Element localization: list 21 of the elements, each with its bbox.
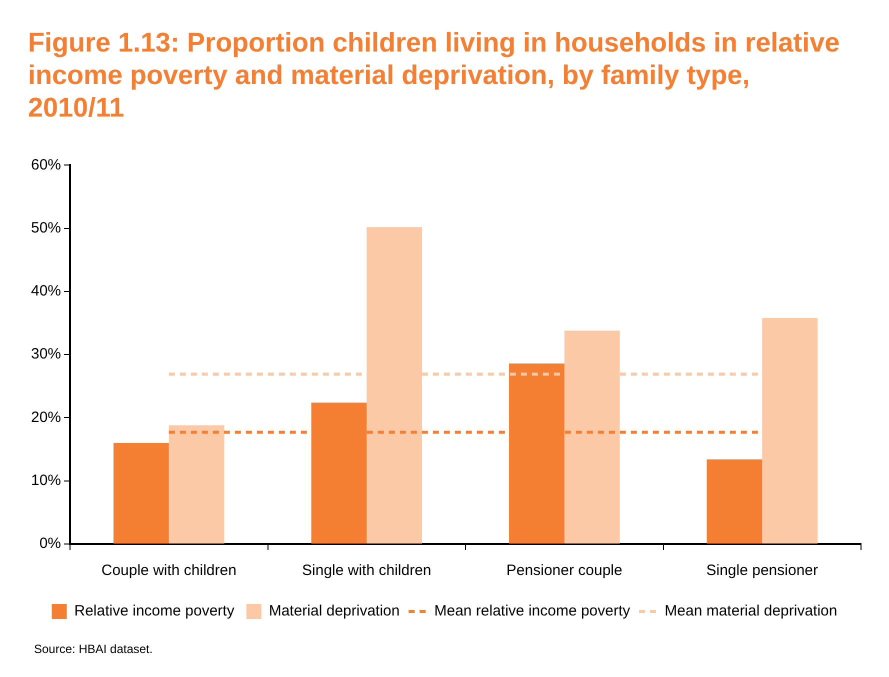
bar <box>762 318 818 544</box>
chart-title: Figure 1.13: Proportion children living in households in relative income poverty and material deprivation, by family type, 2010/11 <box>28 28 840 122</box>
x-tick-label: Single pensioner <box>706 562 818 580</box>
y-tick-label: 50% <box>30 219 62 236</box>
legend-label: Mean relative income poverty <box>434 602 631 620</box>
y-tick-label: 0% <box>39 535 62 552</box>
legend-label: Relative income poverty <box>74 602 235 620</box>
legend-label: Material deprivation <box>268 602 400 620</box>
bar <box>168 425 224 544</box>
y-tick-label: 10% <box>30 472 62 490</box>
y-tick-label: 20% <box>30 408 62 426</box>
source-note: Source: HBAI dataset. <box>34 642 153 656</box>
x-tick-label: Single with children <box>302 562 432 580</box>
y-tick-label: 30% <box>30 346 62 363</box>
y-tick-label: 40% <box>30 282 62 300</box>
bar <box>706 459 762 544</box>
bar <box>114 442 169 544</box>
y-tick-label: 60% <box>30 156 62 174</box>
legend-label: Mean material deprivation <box>664 602 838 620</box>
x-tick-label: Pensioner couple <box>506 562 622 580</box>
x-tick-label: Couple with children <box>101 562 236 580</box>
